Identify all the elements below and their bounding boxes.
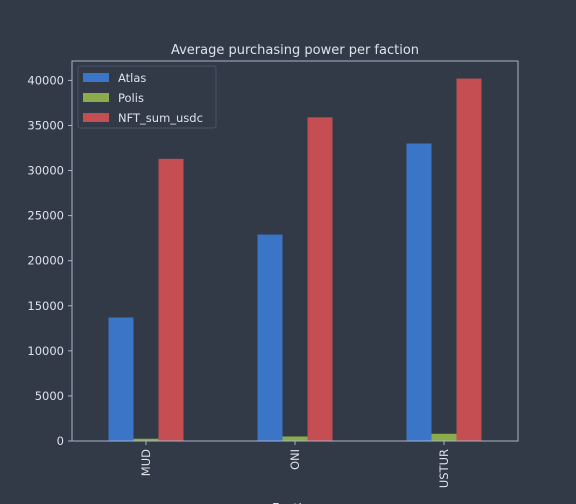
y-tick-label: 5000 xyxy=(35,389,64,403)
bar-nft-sum-usdc-ustur xyxy=(456,78,482,441)
legend-swatch xyxy=(83,93,109,102)
legend-swatch xyxy=(83,73,109,82)
legend-frame xyxy=(77,65,217,129)
x-tick-label: USTUR xyxy=(437,449,451,488)
legend-label: Polis xyxy=(118,91,144,105)
y-tick-label: 10000 xyxy=(27,344,64,358)
bar-atlas-mud xyxy=(108,317,134,441)
x-axis-label: Faction xyxy=(272,502,318,504)
y-tick-label: 35000 xyxy=(27,118,64,132)
axes-frame xyxy=(71,60,519,442)
bar-atlas-oni xyxy=(257,234,283,441)
bar-polis-ustur xyxy=(431,433,457,441)
y-tick-label: 40000 xyxy=(27,73,64,87)
legend-label: NFT_sum_usdc xyxy=(118,111,203,125)
legend: Atlas Polis NFT_sum_usdc xyxy=(77,65,217,129)
bar-nft-sum-usdc-oni xyxy=(307,117,333,442)
y-tick-label: 0 xyxy=(57,434,64,448)
y-tick-label: 25000 xyxy=(27,209,64,223)
bar-polis-oni xyxy=(282,436,308,441)
legend-label: Atlas xyxy=(118,71,146,85)
y-axis: 0 5000 10000 15000 20000 25000 30000 35000 40000 xyxy=(27,73,72,448)
y-tick-label: 20000 xyxy=(27,254,64,268)
bar-nft-sum-usdc-mud xyxy=(158,158,184,441)
bar-polis-mud xyxy=(133,438,159,441)
x-tick-label: MUD xyxy=(139,449,153,476)
y-tick-label: 15000 xyxy=(27,299,64,313)
x-axis: MUD ONI USTUR xyxy=(139,441,451,488)
bar-atlas-ustur xyxy=(406,143,432,442)
legend-swatch xyxy=(83,113,109,122)
chart-title: Average purchasing power per faction xyxy=(171,43,419,58)
y-tick-label: 30000 xyxy=(27,164,64,178)
x-tick-label: ONI xyxy=(288,449,302,470)
bars-group xyxy=(108,78,482,442)
